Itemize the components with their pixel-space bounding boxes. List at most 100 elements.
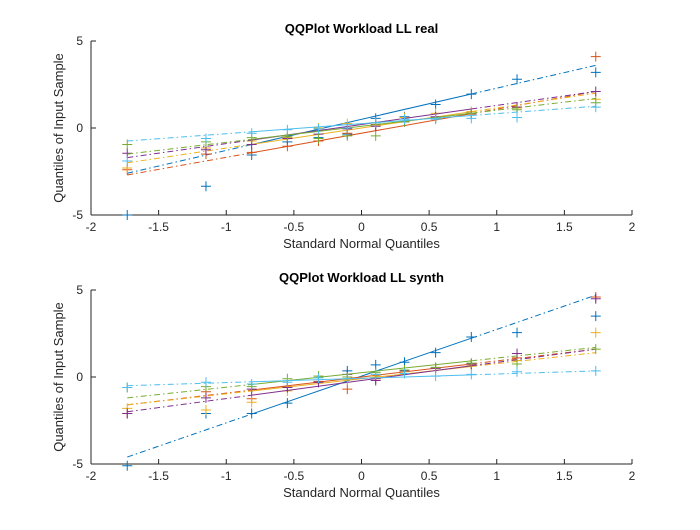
series-2	[122, 51, 601, 176]
series-1	[122, 64, 601, 220]
x-tick-label: 2	[629, 469, 636, 483]
reference-line-extension	[127, 381, 252, 387]
y-axis-label: Quantiles of Input Sample	[51, 302, 66, 452]
reference-line-extension	[127, 383, 252, 399]
data-point	[590, 293, 601, 304]
data-point	[466, 358, 477, 369]
data-point	[430, 114, 441, 125]
data-point	[399, 114, 410, 125]
y-axis-label: Quantiles of Input Sample	[51, 53, 66, 203]
chart-title: QQPlot Workload LL real	[285, 21, 438, 36]
data-point	[590, 311, 601, 322]
data-point	[370, 130, 381, 141]
reference-line-extension	[127, 143, 252, 164]
reference-line-extension	[471, 90, 596, 115]
data-point	[590, 67, 601, 78]
reference-line-extension	[471, 348, 596, 367]
series-6	[122, 365, 601, 393]
reference-line-extension	[471, 105, 596, 116]
reference-line	[251, 93, 472, 146]
series-1	[122, 294, 601, 471]
x-tick-label: -1.5	[148, 220, 169, 234]
data-point	[512, 74, 523, 85]
x-tick-label: -0.5	[284, 220, 305, 234]
data-point	[342, 123, 353, 133]
x-tick-label: 0	[358, 220, 365, 234]
data-point	[122, 408, 133, 419]
subplot-2: QQPlot Workload LL synth -2 -1.5 -1 -0.5 0 0.5…	[51, 270, 636, 500]
data-point	[430, 347, 441, 358]
data-point	[282, 377, 293, 388]
series-6	[122, 102, 601, 167]
data-point	[313, 123, 324, 134]
reference-line-extension	[127, 139, 252, 159]
reference-line	[251, 114, 472, 133]
data-point	[590, 327, 601, 338]
x-axis-label: Standard Normal Quantiles	[283, 485, 440, 500]
reference-line-extension	[127, 138, 252, 155]
series-4	[122, 86, 601, 159]
data-point	[200, 377, 211, 388]
data-point	[466, 331, 477, 342]
data-point	[122, 382, 133, 393]
data-point	[313, 372, 324, 383]
reference-line-extension	[471, 370, 596, 376]
data-point	[122, 210, 133, 220]
data-point	[246, 378, 257, 389]
data-point	[512, 366, 523, 377]
data-point	[122, 139, 133, 150]
data-point	[512, 327, 523, 338]
reference-line-extension	[471, 352, 596, 368]
x-axis-label: Standard Normal Quantiles	[283, 236, 440, 251]
chart-title: QQPlot Workload LL synth	[279, 270, 444, 285]
series-5	[122, 344, 601, 399]
data-point	[590, 365, 601, 376]
y-tick-label: 5	[76, 34, 83, 48]
data-point	[370, 117, 381, 128]
reference-line	[251, 337, 472, 415]
series-2	[122, 291, 601, 419]
data-point	[200, 181, 211, 192]
series-5	[122, 97, 601, 155]
x-tick-label: 0	[358, 469, 365, 483]
reference-line-extension	[127, 152, 252, 176]
data-point	[122, 156, 133, 167]
data-point	[282, 124, 293, 135]
series-3	[122, 327, 601, 416]
x-tick-label: 0.5	[421, 469, 438, 483]
x-tick-label: 1.5	[556, 469, 573, 483]
reference-line-extension	[127, 394, 252, 413]
reference-line-extension	[127, 131, 252, 142]
data-point	[590, 102, 601, 113]
data-point	[590, 344, 601, 355]
reference-line-extension	[471, 346, 596, 362]
data-point	[282, 398, 293, 409]
data-point	[430, 371, 441, 382]
reference-line	[251, 112, 472, 140]
y-tick-label: 0	[76, 121, 83, 135]
data-point	[512, 348, 523, 359]
data-point	[370, 369, 381, 380]
data-point	[342, 384, 353, 395]
data-point	[430, 99, 441, 110]
y-tick-label: 5	[76, 283, 83, 297]
data-point	[466, 113, 477, 124]
data-point	[200, 133, 211, 144]
x-tick-label: -2	[86, 220, 97, 234]
reference-line-extension	[127, 390, 252, 406]
x-tick-label: -2	[86, 469, 97, 483]
reference-line-extension	[471, 348, 596, 365]
y-tick-label: -5	[72, 457, 83, 471]
y-tick-label: -5	[72, 208, 83, 222]
data-point	[590, 86, 601, 97]
data-point	[246, 397, 257, 408]
reference-line-extension	[127, 144, 252, 174]
reference-line-extension	[471, 92, 596, 113]
subplot-1: QQPlot Workload LL real -2 -1.5 -1 -0.5 0 0.5 1…	[51, 21, 636, 251]
reference-line-extension	[471, 97, 596, 114]
data-point	[342, 373, 353, 384]
x-tick-label: -0.5	[284, 469, 305, 483]
data-point	[466, 89, 477, 100]
